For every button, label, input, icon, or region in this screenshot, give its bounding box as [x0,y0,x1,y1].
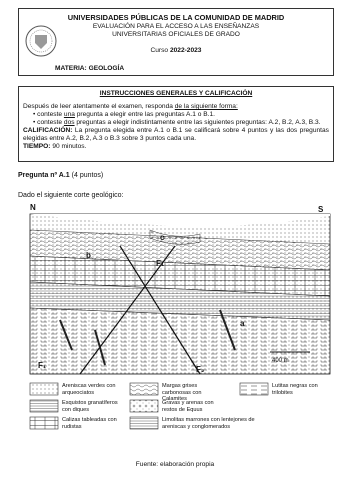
course-label: Curso [150,47,169,54]
subject: MATERIA: GEOLOGÍA [55,65,125,72]
unit-label: b [86,251,91,260]
legend-swatch [129,399,159,413]
fault-label: F₁ [156,259,165,268]
bullet: • conteste dos preguntas a elegir indist… [33,119,321,126]
text: una [63,111,75,118]
question-title: Pregunta nº A.1 (4 puntos) [18,172,103,180]
text: TIEMPO: [23,143,51,150]
text: conteste [37,111,64,118]
course: Curso 2022-2023 [19,47,333,55]
text: 90 minutos. [52,143,87,150]
prompt: Dado el siguiente corte geológico: [18,192,124,199]
instructions-body: Después de leer atentamente el examen, r… [23,103,329,151]
university: UNIVERSIDADES PÚBLICAS DE LA COMUNIDAD D… [67,13,285,22]
fault-label: F₁ [38,361,47,370]
source: Fuente: elaboración propia [135,461,215,468]
text: (4 puntos) [71,172,104,179]
instructions-box: INSTRUCCIONES GENERALES Y CALIFICACIÓN D… [18,86,334,162]
header-line: UNIVERSITARIAS OFICIALES DE GRADO [112,31,240,38]
time: TIEMPO: 90 minutos. [23,143,329,151]
fault-label: F₂ [196,365,205,374]
header-box: UNIVERSIDADES PÚBLICAS DE LA COMUNIDAD D… [18,8,334,76]
legend-swatch [29,399,59,413]
header-line: EVALUACIÓN PARA EL ACCESO A LAS ENSEÑANZ… [92,23,260,30]
legend-swatch [129,382,159,396]
text: preguntas a elegir indistintamente entre… [74,119,321,126]
text: CALIFICACIÓN: [23,127,73,134]
grading: CALIFICACIÓN: La pregunta elegida entre … [23,127,329,143]
intro: Después de leer atentamente el examen, r… [23,103,329,111]
scale-label: 400 m [272,358,289,364]
legend-label: Calizas tableadas con rudistas [62,417,117,430]
instructions-title: INSTRUCCIONES GENERALES Y CALIFICACIÓN [99,90,253,97]
south-label: S [318,205,324,214]
geologic-section: N S c b F₁ a 400 m F₁ F₂ [29,203,331,430]
text: conteste [37,119,64,126]
legend-label: Areniscas verdes con arqueociatos [62,383,116,396]
legend-label: Limolitas marrones con lentejones de are… [162,417,255,430]
text: La pregunta elegida entre A.1 o B.1 se c… [23,127,329,142]
legend-label: Esquistos granatíferos con diques [62,400,118,413]
legend-label: Gravas y arenas con restos de Equus [162,400,214,413]
bullet: • conteste una pregunta a elegir entre l… [33,111,215,118]
unit-label: a [240,319,245,328]
north-label: N [30,203,36,212]
text: pregunta a elegir entre las preguntas A.… [74,111,215,118]
legend-swatch [239,382,269,396]
text: dos [63,119,75,126]
legend-label: Lutitas negras con trilobites [272,383,318,396]
text: de la siguiente forma: [174,103,238,110]
text: Pregunta nº A.1 [18,172,70,179]
legend-swatch [29,382,59,396]
logo [25,25,57,57]
legend-label: Margas grises carbonosas con Calamites [162,383,202,402]
course-year: 2022-2023 [169,47,202,54]
unit-label: c [160,233,165,242]
text: Después de leer atentamente el examen, r… [23,103,175,110]
legend-swatch [29,416,59,430]
legend-swatch [129,416,159,430]
